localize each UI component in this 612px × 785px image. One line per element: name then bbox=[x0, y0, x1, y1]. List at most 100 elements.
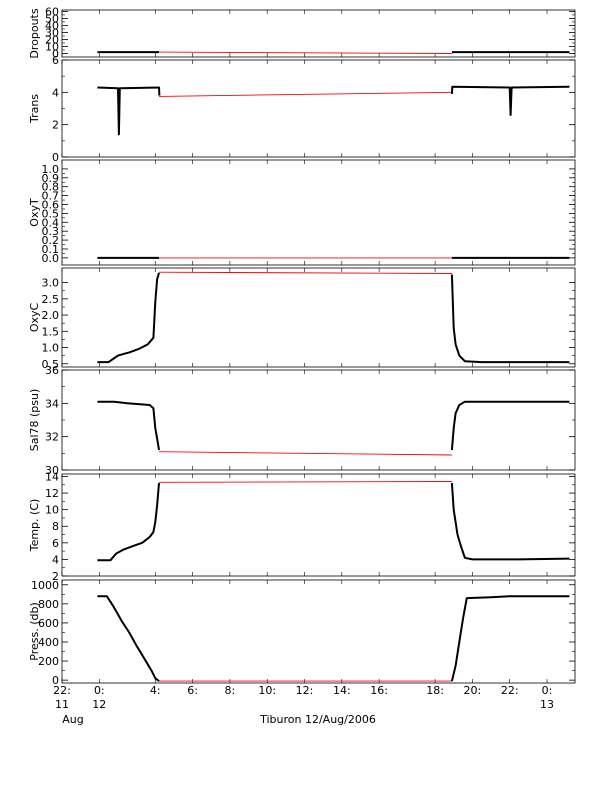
x-tick-label: 0: bbox=[94, 684, 105, 697]
press-ylabel: Press. (db) bbox=[28, 602, 41, 661]
dropouts-tick-label: 40 bbox=[45, 19, 59, 32]
trans-gap-series bbox=[158, 91, 452, 97]
x-tick-label: 14: bbox=[333, 684, 351, 697]
sal78-tick-label: 34 bbox=[45, 397, 59, 410]
dropouts-tick-label: 50 bbox=[45, 12, 59, 25]
sal78-tick-label: 30 bbox=[45, 464, 59, 477]
x-tick-label: 22: bbox=[53, 684, 71, 697]
oxyt-tick-label: 0.0 bbox=[42, 252, 60, 265]
oxyc-tick-label: 2.5 bbox=[42, 293, 60, 306]
oxyt-tick-label: 0.8 bbox=[42, 181, 60, 194]
sal78-gap-series bbox=[158, 451, 452, 456]
dropouts-frame bbox=[61, 9, 576, 58]
press-frame bbox=[61, 579, 576, 684]
x-tick-label: 12: bbox=[296, 684, 314, 697]
trans-frame bbox=[61, 59, 576, 158]
press-tick-label: 800 bbox=[38, 598, 59, 611]
temp-tick-label: 14 bbox=[45, 470, 59, 483]
oxyc-series-1 bbox=[97, 272, 160, 364]
oxyt-tick-label: 0.9 bbox=[42, 172, 60, 185]
oxyc-tick-label: 1.5 bbox=[42, 325, 60, 338]
oxyt-tick-label: 0.2 bbox=[42, 234, 60, 247]
x-month-label: Aug bbox=[62, 713, 83, 726]
oxyt-tick-label: 0.1 bbox=[42, 243, 60, 256]
press-tick-label: 1000 bbox=[31, 579, 59, 592]
press-series-2 bbox=[450, 595, 570, 682]
x-tick-label: 16: bbox=[370, 684, 388, 697]
temp-series-2 bbox=[450, 483, 570, 561]
temp-gap-series bbox=[158, 481, 452, 483]
temp-tick-label: 8 bbox=[52, 520, 59, 533]
oxyt-tick-label: 1.0 bbox=[42, 163, 60, 176]
dropouts-gap-series bbox=[158, 51, 452, 54]
panel-oxyt: 0.00.10.20.30.40.50.60.70.80.91.0 OxyT bbox=[28, 159, 576, 266]
x-tick-label: 20: bbox=[464, 684, 482, 697]
dropouts-tick-label: 10 bbox=[45, 40, 59, 53]
x-tick-label: 4: bbox=[150, 684, 161, 697]
dropouts-tick-label: 30 bbox=[45, 26, 59, 39]
trans-tick-label: 6 bbox=[52, 54, 59, 67]
x-tick-sublabel: 13 bbox=[540, 698, 554, 711]
temp-tick-label: 10 bbox=[45, 504, 59, 517]
oxyc-gap-series bbox=[158, 271, 452, 274]
oxyt-tick-label: 0.6 bbox=[42, 198, 60, 211]
oxyc-ylabel: OxyC bbox=[28, 303, 41, 333]
temp-series-1 bbox=[97, 483, 160, 562]
temp-tick-label: 6 bbox=[52, 537, 59, 550]
press-series-1 bbox=[97, 595, 160, 682]
temp-tick-label: 12 bbox=[45, 487, 59, 500]
sal78-series-1 bbox=[97, 400, 160, 451]
press-tick-label: 0 bbox=[52, 674, 59, 687]
oxyc-tick-label: 1.0 bbox=[42, 342, 60, 355]
temp-tick-label: 4 bbox=[52, 553, 59, 566]
trans-ylabel: Trans bbox=[28, 94, 41, 124]
oxyt-tick-label: 0.7 bbox=[42, 190, 60, 203]
oxyt-ylabel: OxyT bbox=[28, 198, 41, 227]
temp-frame bbox=[61, 473, 576, 577]
x-axis: 22:110:124: 6: 8: 10: 12: 14: 16: 18: 20: 22: 0:13 bbox=[53, 684, 554, 711]
trans-tick-label: 4 bbox=[52, 86, 59, 99]
x-tick-label: 0: bbox=[542, 684, 553, 697]
panel-temp: 2 4 6 8 10 12 14 Temp. (C) bbox=[28, 470, 576, 583]
press-tick-label: 600 bbox=[38, 617, 59, 630]
temp-tick-label: 2 bbox=[52, 570, 59, 583]
oxyt-tick-label: 0.5 bbox=[42, 207, 60, 220]
oxyt-tick-label: 0.3 bbox=[42, 225, 60, 238]
oxyc-tick-label: 0.5 bbox=[42, 358, 60, 371]
trans-series-1 bbox=[97, 86, 161, 136]
temp-ylabel: Temp. (C) bbox=[28, 499, 41, 553]
trans-tick-label: 0 bbox=[52, 151, 59, 164]
x-tick-label: 10: bbox=[258, 684, 276, 697]
sal78-tick-label: 36 bbox=[45, 364, 59, 377]
panel-trans: 0 2 4 6 Trans bbox=[28, 54, 576, 164]
oxyc-series-2 bbox=[450, 274, 570, 364]
trans-tick-label: 2 bbox=[52, 119, 59, 132]
sal78-ylabel: Sal78 (psu) bbox=[28, 389, 41, 452]
panels: 0102030405060Dropouts0246Trans0.00.10.20… bbox=[28, 5, 576, 687]
x-tick-sublabel: 11 bbox=[55, 698, 69, 711]
press-tick-label: 400 bbox=[38, 636, 59, 649]
dropouts-ylabel: Dropouts bbox=[28, 8, 41, 58]
oxyc-tick-label: 2.0 bbox=[42, 309, 60, 322]
trans-series-2 bbox=[450, 85, 570, 116]
oxyt-frame bbox=[61, 159, 576, 266]
oxyc-tick-label: 3.0 bbox=[42, 277, 60, 290]
oxyc-frame bbox=[61, 267, 576, 368]
dropouts-tick-label: 0 bbox=[52, 47, 59, 60]
x-tick-label: 18: bbox=[426, 684, 444, 697]
x-tick-sublabel: 12 bbox=[92, 698, 106, 711]
sal78-tick-label: 32 bbox=[45, 431, 59, 444]
sal78-frame bbox=[61, 369, 576, 471]
press-tick-label: 200 bbox=[38, 655, 59, 668]
panel-press: 0 200 400 600 800 1000 Press. (db) bbox=[28, 579, 576, 687]
dropouts-tick-label: 20 bbox=[45, 33, 59, 46]
x-tick-label: 6: bbox=[187, 684, 198, 697]
oxyt-tick-label: 0.4 bbox=[42, 216, 60, 229]
x-tick-label: 22: bbox=[501, 684, 519, 697]
x-tick-label: 8: bbox=[225, 684, 236, 697]
dropouts-tick-label: 60 bbox=[45, 5, 59, 18]
sal78-series-2 bbox=[450, 400, 570, 451]
